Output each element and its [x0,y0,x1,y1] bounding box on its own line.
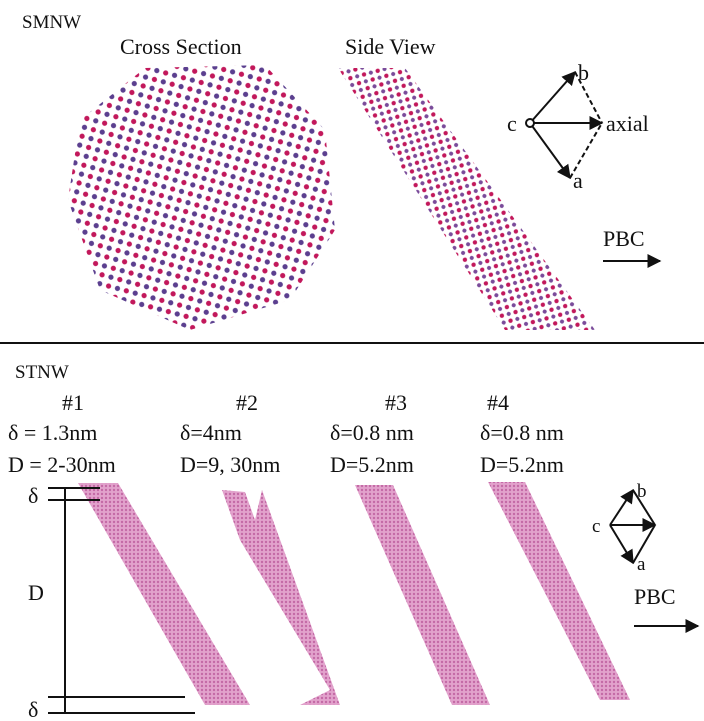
axis-label: c [507,111,517,136]
axis-label: a [637,554,646,575]
wire-delta: δ=0.8 nm [480,420,564,445]
axes-bottom [610,490,655,563]
wire-id: #1 [62,390,84,415]
wire-delta: δ = 1.3nm [8,420,97,445]
wire-delta: δ=0.8 nm [330,420,414,445]
wire [488,482,630,700]
wire-id: #3 [385,390,407,415]
wire-diameter: D = 2-30nm [8,452,116,477]
side-view [338,68,595,330]
subtitle: Cross Section [120,34,242,59]
subtitle: Side View [345,34,436,59]
axis-label: a [573,168,583,193]
wire [222,490,340,705]
wire [78,483,250,705]
axes-top [526,72,602,178]
cross-section [68,65,335,330]
wire-id: #4 [487,390,509,415]
wire-delta: δ=4nm [180,420,242,445]
axis-label: c [592,516,600,537]
scale-label: D [28,580,44,605]
scale-label: δ [28,697,38,721]
axis-label: b [637,481,647,502]
figure: SMNW Cross Section Side View b c axial a… [0,0,704,721]
wire-id: #2 [236,390,258,415]
pbc-label: PBC [603,226,645,251]
scale-label: δ [28,483,38,508]
panel-label: STNW [15,362,69,383]
wire [355,485,490,705]
pbc-label: PBC [634,584,676,609]
panel-label: SMNW [22,12,81,33]
wire-diameter: D=5.2nm [480,452,564,477]
wire-diameter: D=5.2nm [330,452,414,477]
wire-diameter: D=9, 30nm [180,452,280,477]
axis-label: b [578,60,589,85]
axis-label: axial [606,111,649,136]
